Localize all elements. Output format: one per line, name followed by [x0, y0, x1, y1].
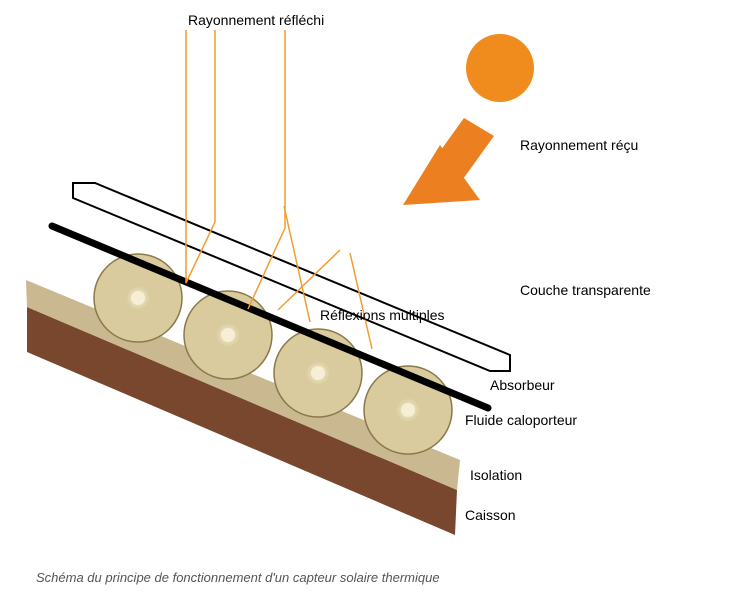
label-casing: Caisson — [465, 507, 516, 523]
diagram-container: Rayonnement réfléchi Rayonnement réçu Ré… — [0, 0, 735, 607]
label-reflected: Rayonnement réfléchi — [188, 12, 324, 28]
label-received: Rayonnement réçu — [520, 137, 638, 153]
label-insulation: Isolation — [470, 467, 522, 483]
received-ray-arrow — [403, 118, 494, 205]
figure-caption: Schéma du principe de fonctionnement d'u… — [36, 570, 440, 585]
label-absorber: Absorbeur — [490, 377, 555, 393]
label-multiple-reflections: Réflexions multiples — [320, 307, 445, 323]
sun-icon — [466, 34, 534, 102]
label-transparent-layer: Couche transparente — [520, 282, 651, 298]
solar-collector-diagram: Rayonnement réfléchi Rayonnement réçu Ré… — [0, 0, 735, 607]
label-coolant: Fluide caloporteur — [465, 412, 577, 428]
